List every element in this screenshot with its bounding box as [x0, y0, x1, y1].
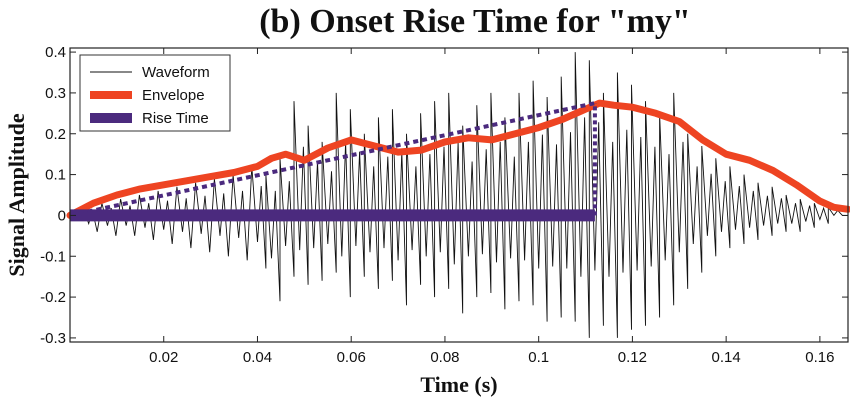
y-axis-ticks: -0.3 -0.2 -0.1 0 0.1 0.2 0.3 0.4: [40, 44, 848, 347]
y-tick-label: -0.2: [40, 289, 66, 306]
legend-waveform-label: Waveform: [142, 64, 210, 81]
legend: Waveform Envelope Rise Time: [79, 54, 231, 132]
rise-time-series: [69, 101, 597, 222]
x-tick-label: 0.12: [618, 349, 647, 366]
y-tick-label: 0.3: [45, 85, 66, 102]
chart-title: (b) Onset Rise Time for "my": [259, 3, 691, 40]
waveform-line: [69, 52, 848, 338]
x-tick-label: 0.1: [528, 349, 549, 366]
y-tick-label: -0.1: [40, 248, 66, 265]
x-tick-label: 0.08: [430, 349, 459, 366]
x-axis-ticks: 0.02 0.04 0.06 0.08 0.1 0.12 0.14 0.16: [149, 48, 834, 366]
x-tick-label: 0.06: [337, 349, 366, 366]
plot-frame: [69, 47, 849, 343]
x-axis-label: Time (s): [420, 372, 497, 397]
legend-envelope-label: Envelope: [142, 87, 205, 104]
x-tick-label: 0.02: [149, 349, 178, 366]
waveform-series: [69, 52, 848, 338]
envelope-line: [66, 99, 850, 219]
legend-rise-time-label: Rise Time: [142, 110, 209, 127]
x-tick-label: 0.14: [712, 349, 741, 366]
y-tick-label: -0.3: [40, 330, 66, 347]
envelope-series: [66, 99, 850, 219]
x-tick-label: 0.16: [805, 349, 834, 366]
y-tick-label: 0: [58, 207, 66, 224]
y-tick-label: 0.4: [45, 44, 66, 61]
y-tick-label: 0.2: [45, 126, 66, 143]
y-tick-label: 0.1: [45, 167, 66, 184]
x-tick-label: 0.04: [243, 349, 272, 366]
y-axis-label: Signal Amplitude: [4, 113, 29, 276]
